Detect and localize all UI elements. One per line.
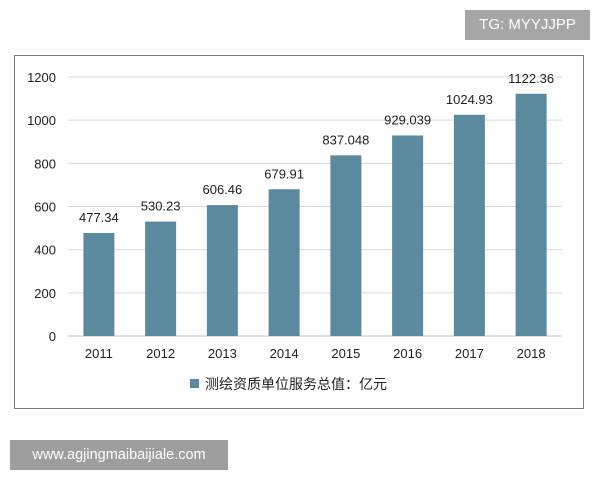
watermark-url: www.agjingmaibaijiale.com xyxy=(10,440,228,470)
x-axis: 2011 2012 2013 2014 2015 2016 2017 2018 xyxy=(85,346,546,361)
bars: 477.34 530.23 606.46 679.91 837.048 929.039 10… xyxy=(79,71,554,337)
legend-swatch xyxy=(190,379,199,388)
y-tick-label: 1000 xyxy=(27,113,56,128)
tg-tag: TG: MYYJJPP xyxy=(465,10,590,40)
y-tick-label: 800 xyxy=(34,156,56,171)
bar xyxy=(83,232,115,336)
data-label: 1122.36 xyxy=(508,71,554,86)
x-tick-label: 2017 xyxy=(455,346,484,361)
x-tick-label: 2018 xyxy=(517,346,546,361)
x-tick-label: 2011 xyxy=(85,346,113,361)
x-tick-label: 2014 xyxy=(270,346,299,361)
data-label: 606.46 xyxy=(202,182,242,197)
bar xyxy=(453,114,485,336)
legend-label: 测绘资质单位服务总值：亿元 xyxy=(205,377,387,393)
bar xyxy=(145,221,177,336)
bar xyxy=(206,205,238,336)
data-label: 1024.93 xyxy=(446,92,493,107)
data-label: 530.23 xyxy=(141,199,181,214)
y-axis: 0 200 400 600 800 1000 1200 xyxy=(27,70,56,344)
bar xyxy=(392,135,424,336)
data-label: 929.039 xyxy=(384,112,431,127)
y-tick-label: 600 xyxy=(34,200,56,215)
x-tick-label: 2012 xyxy=(146,346,175,361)
bar xyxy=(515,93,547,337)
data-label: 477.34 xyxy=(79,210,119,225)
x-tick-label: 2013 xyxy=(208,346,237,361)
y-tick-label: 200 xyxy=(34,286,56,301)
legend: 测绘资质单位服务总值：亿元 xyxy=(190,377,387,393)
x-tick-label: 2015 xyxy=(331,346,360,361)
bar xyxy=(268,189,300,336)
x-tick-label: 2016 xyxy=(393,346,422,361)
y-tick-label: 0 xyxy=(49,329,56,344)
bar xyxy=(330,155,362,336)
y-tick-label: 400 xyxy=(34,243,56,258)
data-label: 679.91 xyxy=(264,166,304,181)
y-tick-label: 1200 xyxy=(27,70,56,85)
data-label: 837.048 xyxy=(322,132,369,147)
